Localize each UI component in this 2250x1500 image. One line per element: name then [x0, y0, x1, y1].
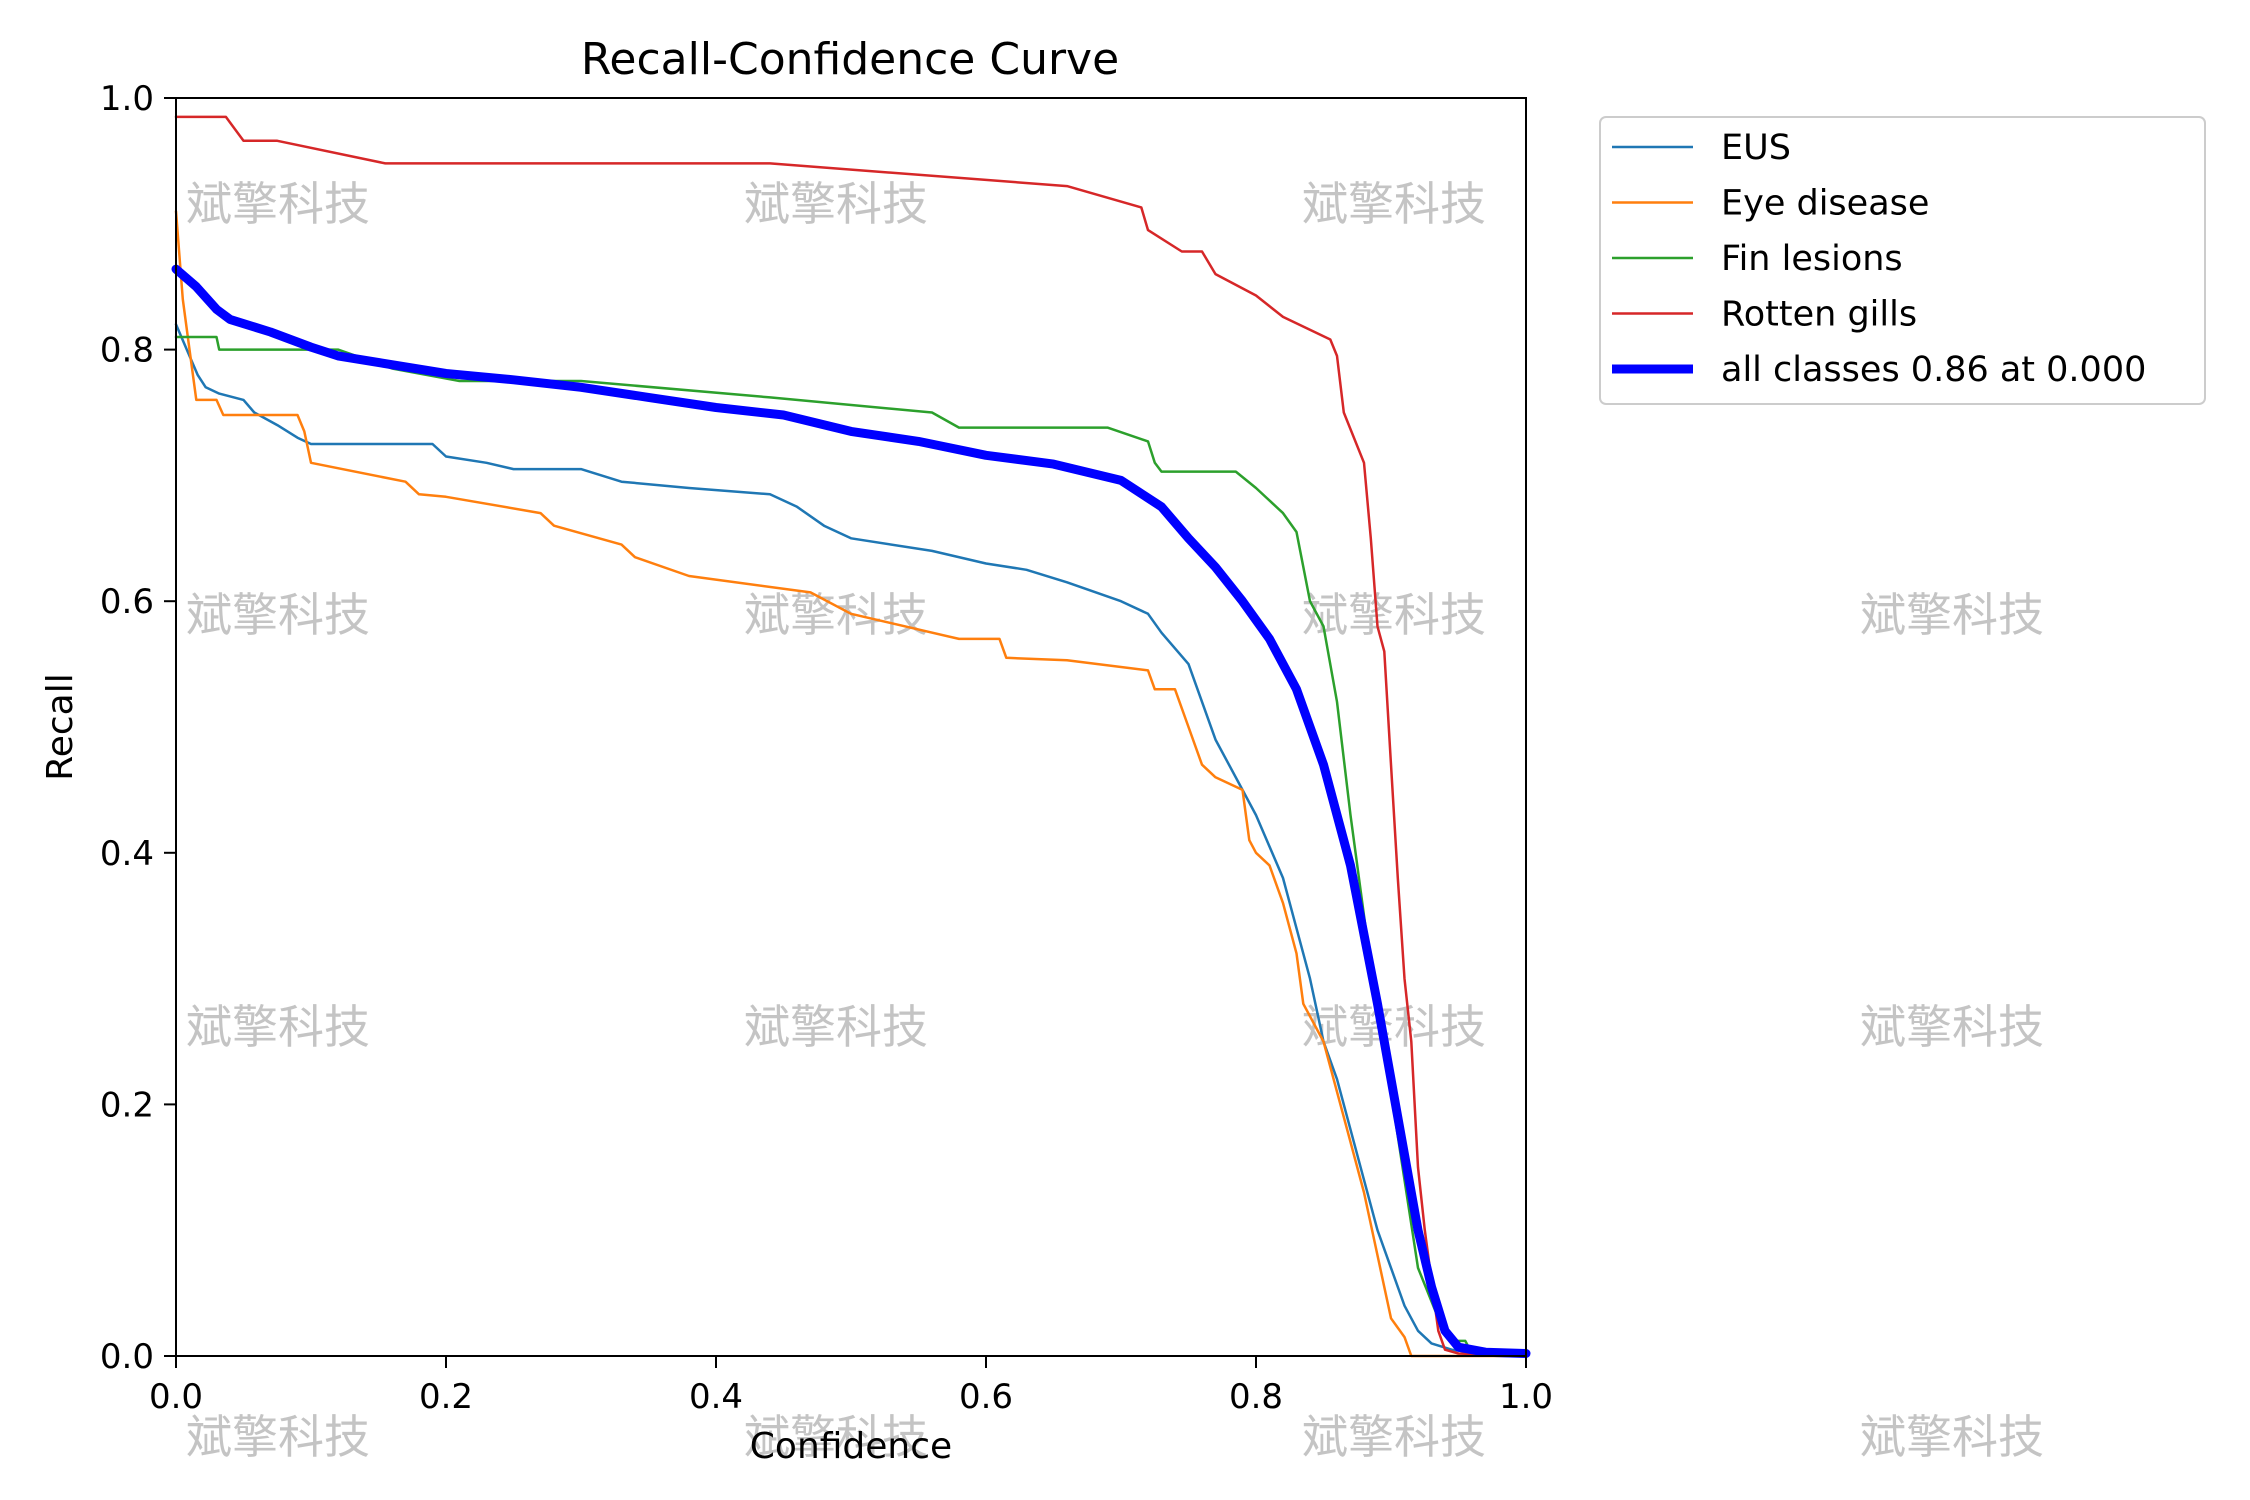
legend-label: Eye disease [1721, 184, 1929, 224]
x-axis: 0.0 0.2 0.4 0.6 0.8 1.0 [149, 1356, 1553, 1417]
watermark-text: 斌擎科技 [1302, 588, 1486, 642]
y-tick-label: 0.2 [100, 1085, 154, 1125]
watermark-text: 斌擎科技 [744, 588, 928, 642]
watermark-text: 斌擎科技 [186, 177, 370, 231]
y-tick-label: 0.8 [100, 331, 154, 371]
watermark-text: 斌擎科技 [1860, 1410, 2044, 1464]
watermark-text: 斌擎科技 [1860, 1000, 2044, 1054]
watermark-text: 斌擎科技 [186, 1410, 370, 1464]
watermark-text: 斌擎科技 [744, 1410, 928, 1464]
watermark-text: 斌擎科技 [1860, 588, 2044, 642]
watermark-text: 斌擎科技 [1302, 1000, 1486, 1054]
x-tick-label: 0.0 [149, 1377, 203, 1417]
series-line-eus [174, 323, 1528, 1355]
x-tick-label: 0.4 [689, 1377, 743, 1417]
legend-frame [1599, 116, 2206, 405]
watermark-text: 斌擎科技 [744, 1000, 928, 1054]
x-tick-label: 0.2 [419, 1377, 473, 1417]
legend-label: all classes 0.86 at 0.000 [1721, 350, 2146, 390]
x-axis-label: Confidence [750, 1426, 952, 1467]
legend: EUS Eye disease Fin lesions Rotten gills all… [1599, 116, 2206, 405]
y-tick-label: 0.6 [100, 582, 154, 622]
y-tick-label: 0.4 [100, 834, 154, 874]
x-tick-label: 0.8 [1229, 1377, 1283, 1417]
watermark-text: 斌擎科技 [1302, 1410, 1486, 1464]
series-line-eye-disease [174, 209, 1528, 1358]
legend-label: EUS [1721, 128, 1791, 168]
legend-label: Rotten gills [1721, 295, 1917, 335]
plot-frame [175, 97, 1527, 1357]
series-layer [171, 115, 1531, 1358]
watermark-text: 斌擎科技 [1302, 177, 1486, 231]
y-tick-label: 1.0 [100, 79, 154, 119]
x-tick-label: 0.6 [959, 1377, 1013, 1417]
watermark-text: 斌擎科技 [744, 177, 928, 231]
y-axis: 0.0 0.2 0.4 0.6 0.8 1.0 [100, 79, 176, 1377]
y-axis-label: Recall [40, 673, 81, 780]
series-line-all-classes-0-86-at-0-000 [171, 264, 1531, 1358]
chart-title: Recall-Confidence Curve [581, 34, 1119, 85]
watermark-text: 斌擎科技 [186, 588, 370, 642]
series-line-rotten-gills [174, 115, 1528, 1358]
legend-label: Fin lesions [1721, 239, 1903, 279]
y-tick-label: 0.0 [100, 1337, 154, 1377]
watermark-text: 斌擎科技 [186, 1000, 370, 1054]
x-tick-label: 1.0 [1499, 1377, 1553, 1417]
